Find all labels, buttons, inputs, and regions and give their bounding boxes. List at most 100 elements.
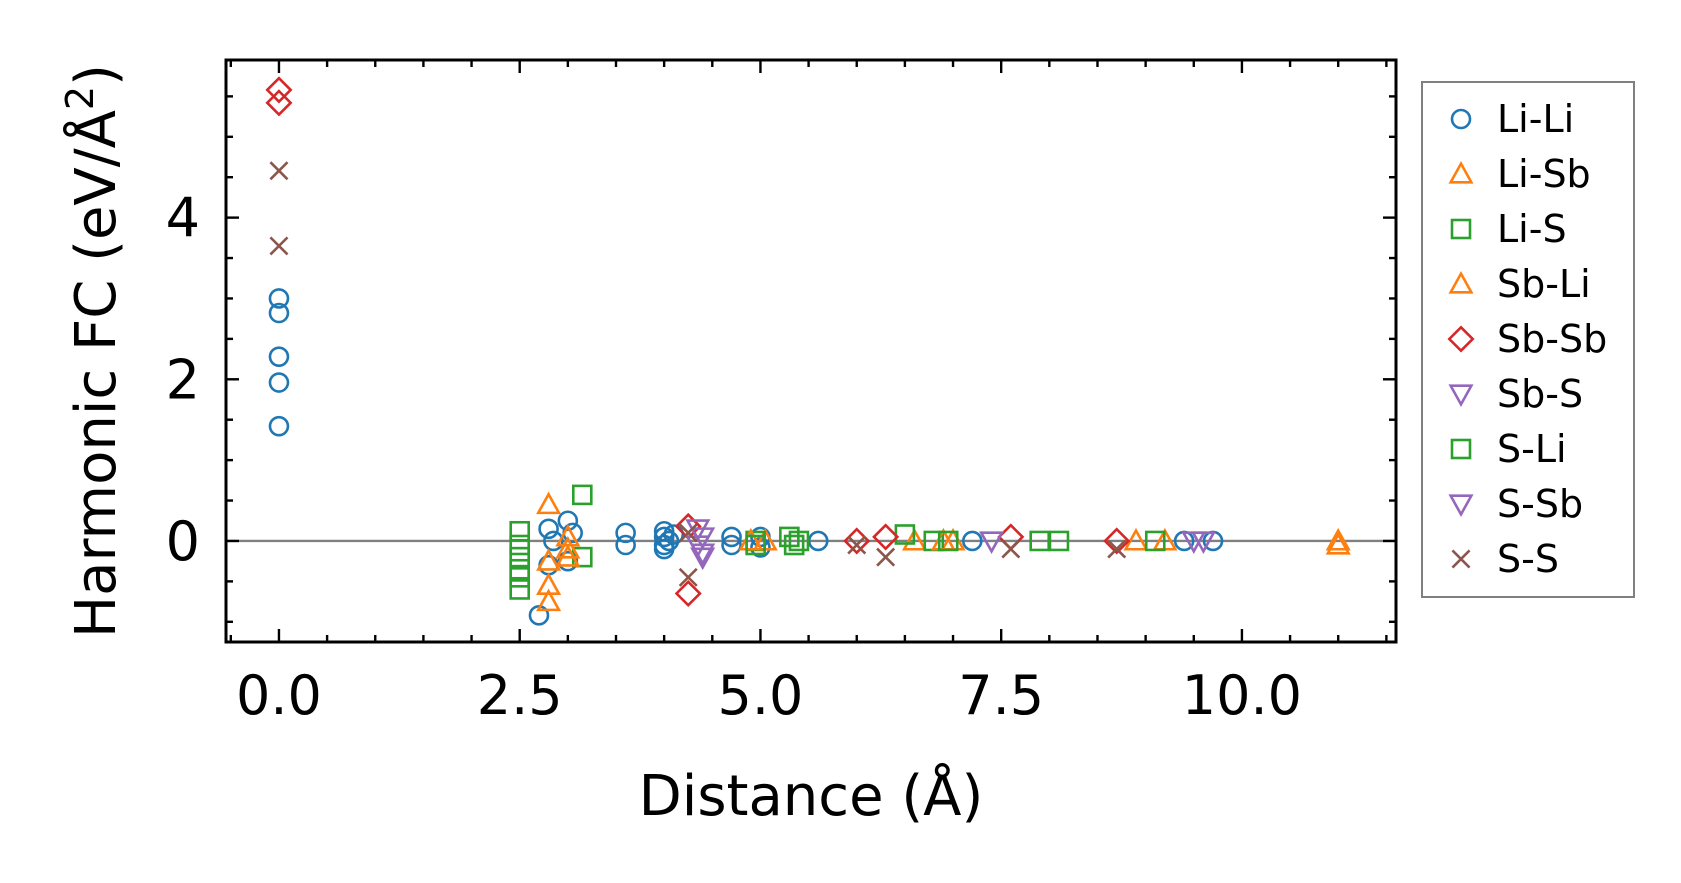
data-point [653, 526, 675, 548]
legend-item: Sb-Li [1448, 262, 1591, 306]
data-point [268, 346, 290, 367]
legend-item: S-S [1451, 537, 1559, 581]
data-point [509, 567, 531, 588]
y-axis-label: Harmonic FC (eV/Å2) [58, 64, 129, 638]
data-point [268, 372, 290, 393]
legend-marker [1451, 549, 1471, 569]
legend-item: Sb-S [1448, 372, 1583, 416]
series-li-s [509, 484, 1166, 600]
data-point [1325, 531, 1351, 555]
data-point [721, 534, 742, 556]
data-point [1181, 531, 1207, 554]
x-tick-label: 2.5 [477, 664, 563, 727]
data-point [901, 527, 928, 551]
legend-marker [1450, 438, 1472, 460]
y-axis-label-main: Harmonic FC (eV/Å [63, 110, 129, 638]
data-point [721, 526, 742, 548]
data-point [745, 534, 766, 556]
x-tick-label: 5.0 [717, 664, 803, 727]
legend-label: Sb-S [1497, 372, 1583, 416]
y-tick-label: 2 [166, 348, 200, 411]
legend-label: S-Sb [1497, 482, 1583, 526]
data-point [872, 523, 900, 551]
data-point [509, 546, 531, 568]
data-point [571, 484, 593, 506]
data-point [615, 534, 636, 556]
legend-marker [1448, 270, 1474, 294]
legend-marker [1450, 108, 1472, 130]
data-point [509, 534, 531, 556]
data-point [536, 588, 562, 612]
legend-marker [1447, 325, 1475, 353]
data-point [678, 523, 698, 543]
data-point [1123, 527, 1149, 551]
series-s-s [269, 161, 1127, 587]
data-point [615, 522, 636, 544]
y-axis-label-close: ) [64, 64, 129, 86]
data-point [678, 567, 698, 587]
data-point [847, 535, 867, 555]
data-point [783, 534, 805, 556]
plot-area [226, 76, 1396, 626]
data-point [536, 491, 562, 515]
data-point [690, 547, 716, 571]
data-point [543, 530, 564, 552]
data-point [268, 415, 290, 437]
data-point [1001, 539, 1021, 559]
data-point [557, 510, 579, 532]
data-point [1325, 527, 1351, 551]
y-tick-label: 4 [166, 187, 200, 250]
data-point [674, 579, 702, 608]
legend-marker [1448, 160, 1474, 184]
legend-label: Sb-Sb [1497, 317, 1607, 361]
plot-frame [224, 58, 1398, 644]
legend-label: Li-Li [1497, 97, 1574, 141]
legend: Li-Li Li-Sb Li-S Sb-Li Sb-Sb Sb-S S-Li S-Sb S-S [1421, 81, 1635, 598]
legend-marker [1450, 218, 1472, 240]
legend-item: Li-Sb [1448, 152, 1591, 196]
x-tick-label: 0.0 [236, 664, 322, 727]
data-point [788, 530, 810, 552]
data-point [269, 236, 289, 256]
data-point [1107, 539, 1127, 559]
data-point [658, 530, 680, 552]
data-point [1048, 530, 1070, 552]
legend-item: S-Li [1450, 427, 1567, 471]
legend-item: S-Sb [1448, 482, 1583, 526]
x-axis-label: Distance (Å) [639, 763, 984, 829]
legend-item: Sb-Sb [1447, 317, 1607, 361]
data-point [265, 76, 293, 104]
tick-labels: 0.0 2.5 5.0 7.5 10.0 0 2 4 [166, 187, 1302, 727]
legend-item: Li-S [1450, 207, 1567, 251]
data-point [1103, 527, 1131, 555]
legend-label: Li-Sb [1497, 152, 1591, 196]
series-s-sb [685, 531, 1207, 571]
data-point [265, 89, 293, 117]
y-tick-label: 0 [166, 510, 200, 573]
data-point [538, 518, 559, 540]
y-axis-label-exponent: 2 [58, 86, 102, 110]
series-s-li [745, 530, 959, 556]
data-point [509, 579, 531, 600]
data-point [876, 547, 896, 567]
legend-marker [1448, 384, 1474, 408]
data-point [536, 548, 562, 571]
data-point [978, 531, 1005, 554]
data-point [269, 161, 289, 181]
legend-label: Sb-Li [1497, 262, 1591, 306]
legend-label: S-S [1497, 537, 1559, 581]
data-point [555, 536, 581, 559]
legend-label: Li-S [1497, 207, 1567, 251]
legend-item: Li-Li [1450, 97, 1574, 141]
data-point [937, 530, 959, 552]
data-point [961, 530, 983, 552]
data-point [268, 302, 290, 324]
legend-label: S-Li [1497, 427, 1567, 471]
data-point [1144, 530, 1166, 552]
legend-marker [1448, 494, 1474, 518]
data-point [268, 288, 290, 309]
x-tick-label: 7.5 [958, 664, 1044, 727]
data-point [509, 520, 531, 542]
